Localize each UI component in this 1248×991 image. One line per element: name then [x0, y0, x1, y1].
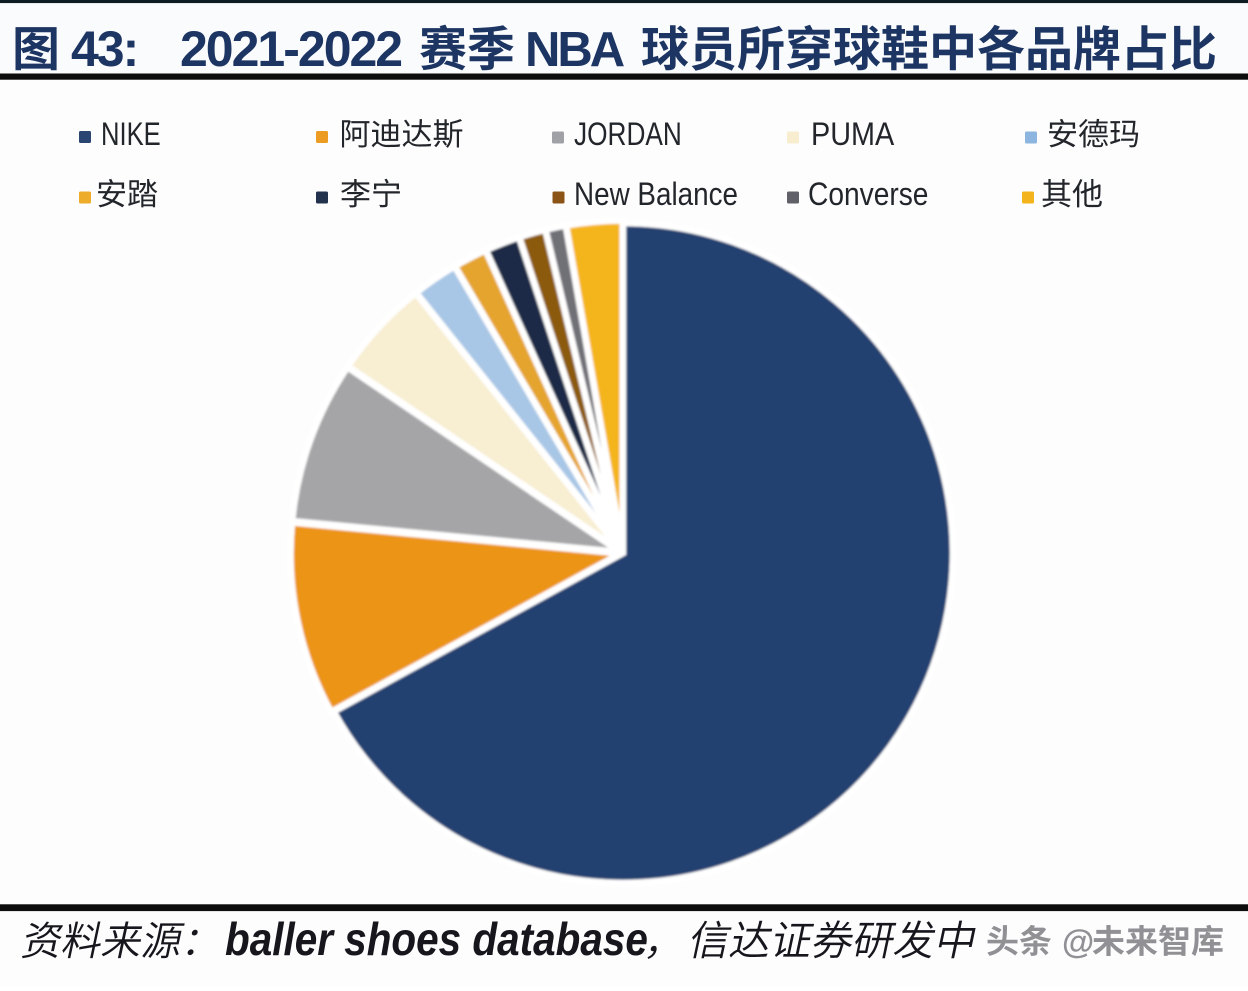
svg-text:PUMA: PUMA: [811, 117, 895, 153]
svg-text:43:: 43:: [71, 21, 137, 77]
svg-text:NBA: NBA: [525, 23, 625, 77]
svg-text:baller shoes database: baller shoes database: [225, 915, 648, 966]
svg-text:New Balance: New Balance: [574, 177, 738, 212]
svg-text:2021-2022: 2021-2022: [180, 21, 401, 77]
svg-text:@: @: [1062, 923, 1094, 960]
svg-text:Converse: Converse: [808, 177, 928, 212]
svg-text:NIKE: NIKE: [101, 117, 161, 152]
svg-text:JORDAN: JORDAN: [574, 118, 682, 153]
